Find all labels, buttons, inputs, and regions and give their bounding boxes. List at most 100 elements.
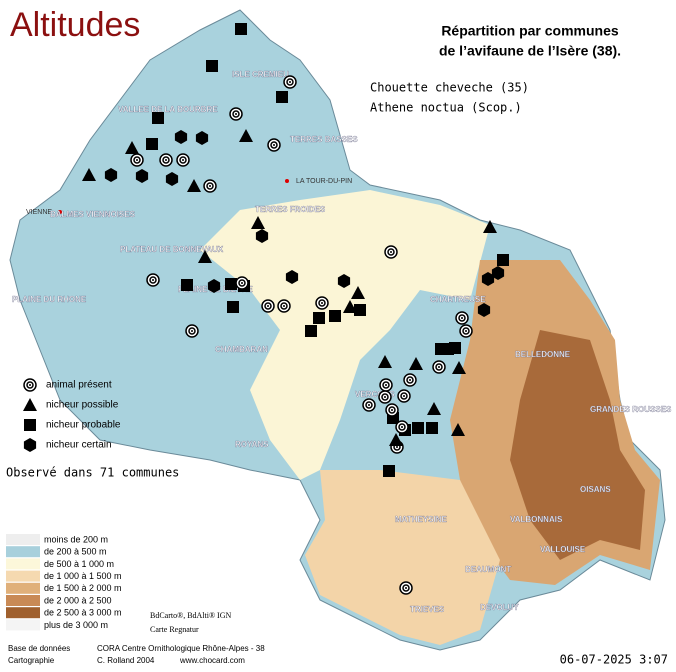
place-label: CHARTREUSE — [430, 295, 486, 304]
marker-present — [133, 156, 141, 164]
place-label: BELLEDONNE — [515, 350, 571, 359]
marker-present — [29, 384, 31, 386]
marker-possible — [451, 423, 465, 436]
place-label: TERRES FROIDES — [255, 205, 326, 214]
marker-present — [289, 81, 291, 83]
marker-certain — [481, 272, 495, 286]
marker-present — [165, 159, 167, 161]
marker-possible — [409, 357, 423, 370]
marker-present — [232, 110, 240, 118]
marker-possible — [452, 361, 466, 374]
altitude-label: de 2 000 à 2 500 — [44, 595, 112, 605]
marker-probable — [313, 312, 325, 324]
marker-probable — [449, 342, 461, 354]
marker-possible — [483, 220, 497, 233]
marker-possible — [239, 129, 253, 142]
marker-certain — [174, 130, 188, 144]
marker-present — [365, 401, 373, 409]
legend-label: nicheur probable — [46, 420, 121, 431]
marker-present — [396, 446, 398, 448]
place-label: VALLEE DE LA BOURBRE — [118, 105, 218, 114]
marker-present — [405, 587, 407, 589]
place-label: TRIEVES — [410, 605, 445, 614]
marker-probable — [152, 112, 164, 124]
altitude-swatch — [6, 546, 40, 558]
credit: www.chocard.com — [179, 656, 245, 665]
marker-present — [162, 156, 170, 164]
marker-present — [209, 185, 211, 187]
marker-present — [235, 113, 237, 115]
marker-present — [191, 330, 193, 332]
credit: Cartographie — [8, 656, 55, 665]
marker-present — [388, 406, 396, 414]
marker-certain — [207, 279, 221, 293]
marker-present — [465, 330, 467, 332]
south-hills — [305, 470, 500, 645]
marker-present — [462, 327, 470, 335]
marker-probable — [206, 60, 218, 72]
marker-certain — [135, 169, 149, 183]
altitude-label: plus de 3 000 m — [44, 620, 108, 630]
marker-present — [152, 279, 154, 281]
marker-present — [385, 384, 387, 386]
marker-present — [182, 159, 184, 161]
credit: BdCarto®, BdAlti® IGN — [150, 611, 231, 620]
species-common: Chouette cheveche (35) — [370, 81, 529, 95]
altitude-swatch — [6, 534, 40, 545]
place-label: ISLE CREMIEU — [232, 70, 289, 79]
legend-label: nicheur certain — [46, 440, 112, 451]
marker-probable — [181, 279, 193, 291]
place-label: VALBONNAIS — [510, 515, 563, 524]
altitude-swatch — [6, 582, 40, 594]
marker-present — [390, 251, 392, 253]
place-label: PLATEAU DE BONNEVAUX — [120, 245, 224, 254]
altitude-swatch — [6, 558, 40, 570]
marker-certain — [285, 270, 299, 284]
place-label: MATHEYSINE — [395, 515, 448, 524]
marker-present — [267, 305, 269, 307]
marker-possible — [82, 168, 96, 181]
marker-probable — [435, 343, 447, 355]
credit: Base de données — [8, 644, 70, 653]
marker-present — [188, 327, 196, 335]
marker-present — [438, 366, 440, 368]
marker-present — [264, 302, 272, 310]
place-label: OISANS — [580, 485, 611, 494]
altitude-swatch — [6, 619, 40, 631]
marker-possible — [389, 433, 403, 446]
marker-present — [283, 305, 285, 307]
altitude-label: de 1 000 à 1 500 m — [44, 571, 122, 581]
legend-label: nicheur possible — [46, 400, 119, 411]
marker-possible — [251, 216, 265, 229]
marker-present — [382, 381, 390, 389]
marker-present — [270, 141, 278, 149]
marker-probable — [235, 23, 247, 35]
marker-certain — [337, 274, 351, 288]
species-latin: Athene noctua (Scop.) — [370, 101, 522, 115]
marker-possible — [23, 398, 37, 411]
marker-probable — [412, 422, 424, 434]
credit: C. Rolland 2004 — [97, 656, 155, 665]
marker-present — [409, 379, 411, 381]
marker-present — [400, 392, 408, 400]
place-label: PLAINE DU RHONE — [12, 295, 87, 304]
marker-certain — [255, 229, 269, 243]
marker-present — [368, 404, 370, 406]
marker-probable — [146, 138, 158, 150]
place-label: LA TOUR-DU-PIN — [296, 178, 352, 185]
marker-probable — [354, 304, 366, 316]
marker-present — [387, 248, 395, 256]
altitude-swatch — [6, 607, 40, 619]
marker-present — [403, 395, 405, 397]
altitude-label: de 1 500 à 2 000 m — [44, 583, 122, 593]
marker-probable — [383, 465, 395, 477]
marker-certain — [104, 168, 118, 182]
marker-present — [461, 317, 463, 319]
marker-present — [435, 363, 443, 371]
timestamp: 06-07-2025 3:07 — [560, 653, 668, 667]
marker-probable — [329, 310, 341, 322]
layers: ISLE CREMIEU VALLEE DE LA BOURBRE TERRES B… — [6, 23, 672, 631]
marker-possible — [198, 250, 212, 263]
credit: Carte Regnatur — [150, 625, 199, 634]
